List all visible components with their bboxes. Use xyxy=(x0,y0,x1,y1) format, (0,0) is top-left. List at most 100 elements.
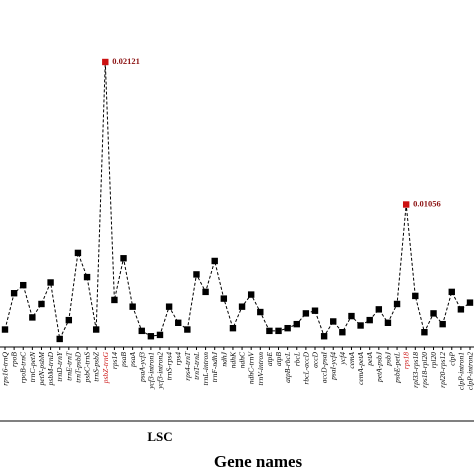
x-tick-label: rpl20-rps12 xyxy=(438,352,447,388)
x-tick-label: psbZ-trnG xyxy=(101,351,110,384)
data-point xyxy=(147,333,155,340)
data-point xyxy=(421,329,428,336)
x-tick-label: atpE xyxy=(265,352,274,367)
data-point xyxy=(65,316,73,324)
x-tick-label: trnL-intron xyxy=(201,352,210,386)
x-tick-label: petA-psbJ xyxy=(374,351,383,383)
data-point xyxy=(120,255,127,262)
x-tick-label: ndhC xyxy=(238,351,247,368)
x-tick-label: clpP xyxy=(447,352,456,366)
data-point xyxy=(375,306,383,313)
data-point xyxy=(20,281,27,289)
data-point xyxy=(439,320,446,328)
highlight-point xyxy=(402,201,410,208)
x-tick-label: rps16-trnQ xyxy=(1,351,10,385)
data-point xyxy=(83,273,91,281)
x-tick-label: psaB xyxy=(119,352,128,368)
data-point xyxy=(247,291,255,298)
data-point xyxy=(193,271,200,278)
x-tick-label: ycf3-intron1 xyxy=(146,352,155,390)
x-axis-title: Gene names xyxy=(214,452,303,471)
x-tick-label: trnS-psbZ xyxy=(92,351,101,381)
x-tick-label: cemA-petA xyxy=(356,352,365,385)
x-tick-label: psbE-petL xyxy=(393,352,402,384)
data-point xyxy=(320,333,328,340)
x-tick-label: rbcL xyxy=(292,352,301,366)
x-tick-label: trnF-ndhJ xyxy=(210,351,219,382)
data-point xyxy=(220,295,228,302)
data-point xyxy=(448,288,455,296)
data-point xyxy=(311,307,319,314)
data-labels: 0.02121 0.01056 xyxy=(112,56,441,209)
x-tick-label: psbC-trnS xyxy=(83,352,92,384)
x-tick-label: trnE-trnT xyxy=(64,351,73,381)
data-point xyxy=(29,314,36,321)
data-label: 0.02121 xyxy=(112,56,140,66)
data-point xyxy=(211,257,218,265)
data-point xyxy=(302,310,310,317)
data-point xyxy=(457,306,465,313)
data-point xyxy=(1,326,9,333)
x-tick-label: rpl20 xyxy=(429,352,438,369)
data-point xyxy=(111,296,118,304)
data-point xyxy=(412,292,419,300)
data-point xyxy=(266,327,273,335)
data-point xyxy=(293,320,300,328)
x-tick-label: psaA-ycf3 xyxy=(137,352,146,383)
x-tick-label: trnT-psbD xyxy=(73,351,82,382)
data-point xyxy=(38,300,45,308)
data-point xyxy=(10,290,18,297)
data-point xyxy=(184,326,191,333)
x-tick-label: ndhK xyxy=(228,351,237,368)
x-tick-label: trnC-petN xyxy=(28,351,37,382)
x-tick-label: atpB-rbcL xyxy=(283,352,292,383)
data-point xyxy=(430,310,437,317)
x-ticks xyxy=(4,347,471,350)
x-tick-label: ndhC-trnV xyxy=(247,351,256,385)
data-point xyxy=(339,329,346,336)
x-tick-label: cemA xyxy=(347,352,356,369)
x-tick-label: accD xyxy=(311,351,320,367)
series-markers xyxy=(1,58,474,343)
x-tick-label: trnD-trnY xyxy=(55,351,64,381)
x-tick-label: ndhJ xyxy=(219,351,228,366)
data-label: 0.01056 xyxy=(413,199,441,209)
x-tick-labels: rps16-trnQ rpoB rpoB-trnC trnC-petN petN-psb… xyxy=(1,351,474,390)
x-tick-label: rps4-trnT xyxy=(183,351,192,381)
data-point xyxy=(175,319,182,327)
x-tick-label: rpl33-rps18 xyxy=(411,352,420,388)
data-point xyxy=(92,326,100,333)
x-tick-label: psbM-trnD xyxy=(46,351,55,386)
x-tick-label: atpB xyxy=(274,352,283,367)
x-tick-label: rps18-rpl20 xyxy=(420,352,429,388)
data-point xyxy=(275,327,282,335)
x-tick-label: accD-psaI xyxy=(320,352,329,384)
x-tick-label: rps14 xyxy=(110,352,119,369)
data-point xyxy=(348,312,355,320)
data-point xyxy=(202,288,209,296)
data-point xyxy=(165,303,173,310)
data-point xyxy=(129,303,136,310)
x-tick-label: rpoB xyxy=(10,352,19,367)
x-tick-label: rpoB-trnC xyxy=(19,351,28,383)
x-tick-label: rbcL-accD xyxy=(301,351,310,384)
x-tick-label: ycf3-intron2 xyxy=(156,352,165,390)
x-tick-label: trnT-trnL xyxy=(192,352,201,380)
x-tick-label: psaA xyxy=(128,352,137,368)
data-point xyxy=(366,316,373,324)
x-tick-label: petN-psbM xyxy=(37,351,46,386)
highlight-point xyxy=(102,58,109,66)
region-label: LSC xyxy=(147,429,172,444)
data-point xyxy=(74,249,82,257)
data-point xyxy=(257,308,264,316)
data-point xyxy=(466,299,474,306)
data-point xyxy=(238,303,246,310)
data-point xyxy=(330,318,337,325)
data-point xyxy=(56,335,63,343)
x-tick-label: rps4 xyxy=(174,352,183,366)
x-tick-label: trnS-rps4 xyxy=(165,352,174,381)
series-line xyxy=(4,61,471,341)
x-tick-label: clpP-intron1 xyxy=(456,352,465,390)
